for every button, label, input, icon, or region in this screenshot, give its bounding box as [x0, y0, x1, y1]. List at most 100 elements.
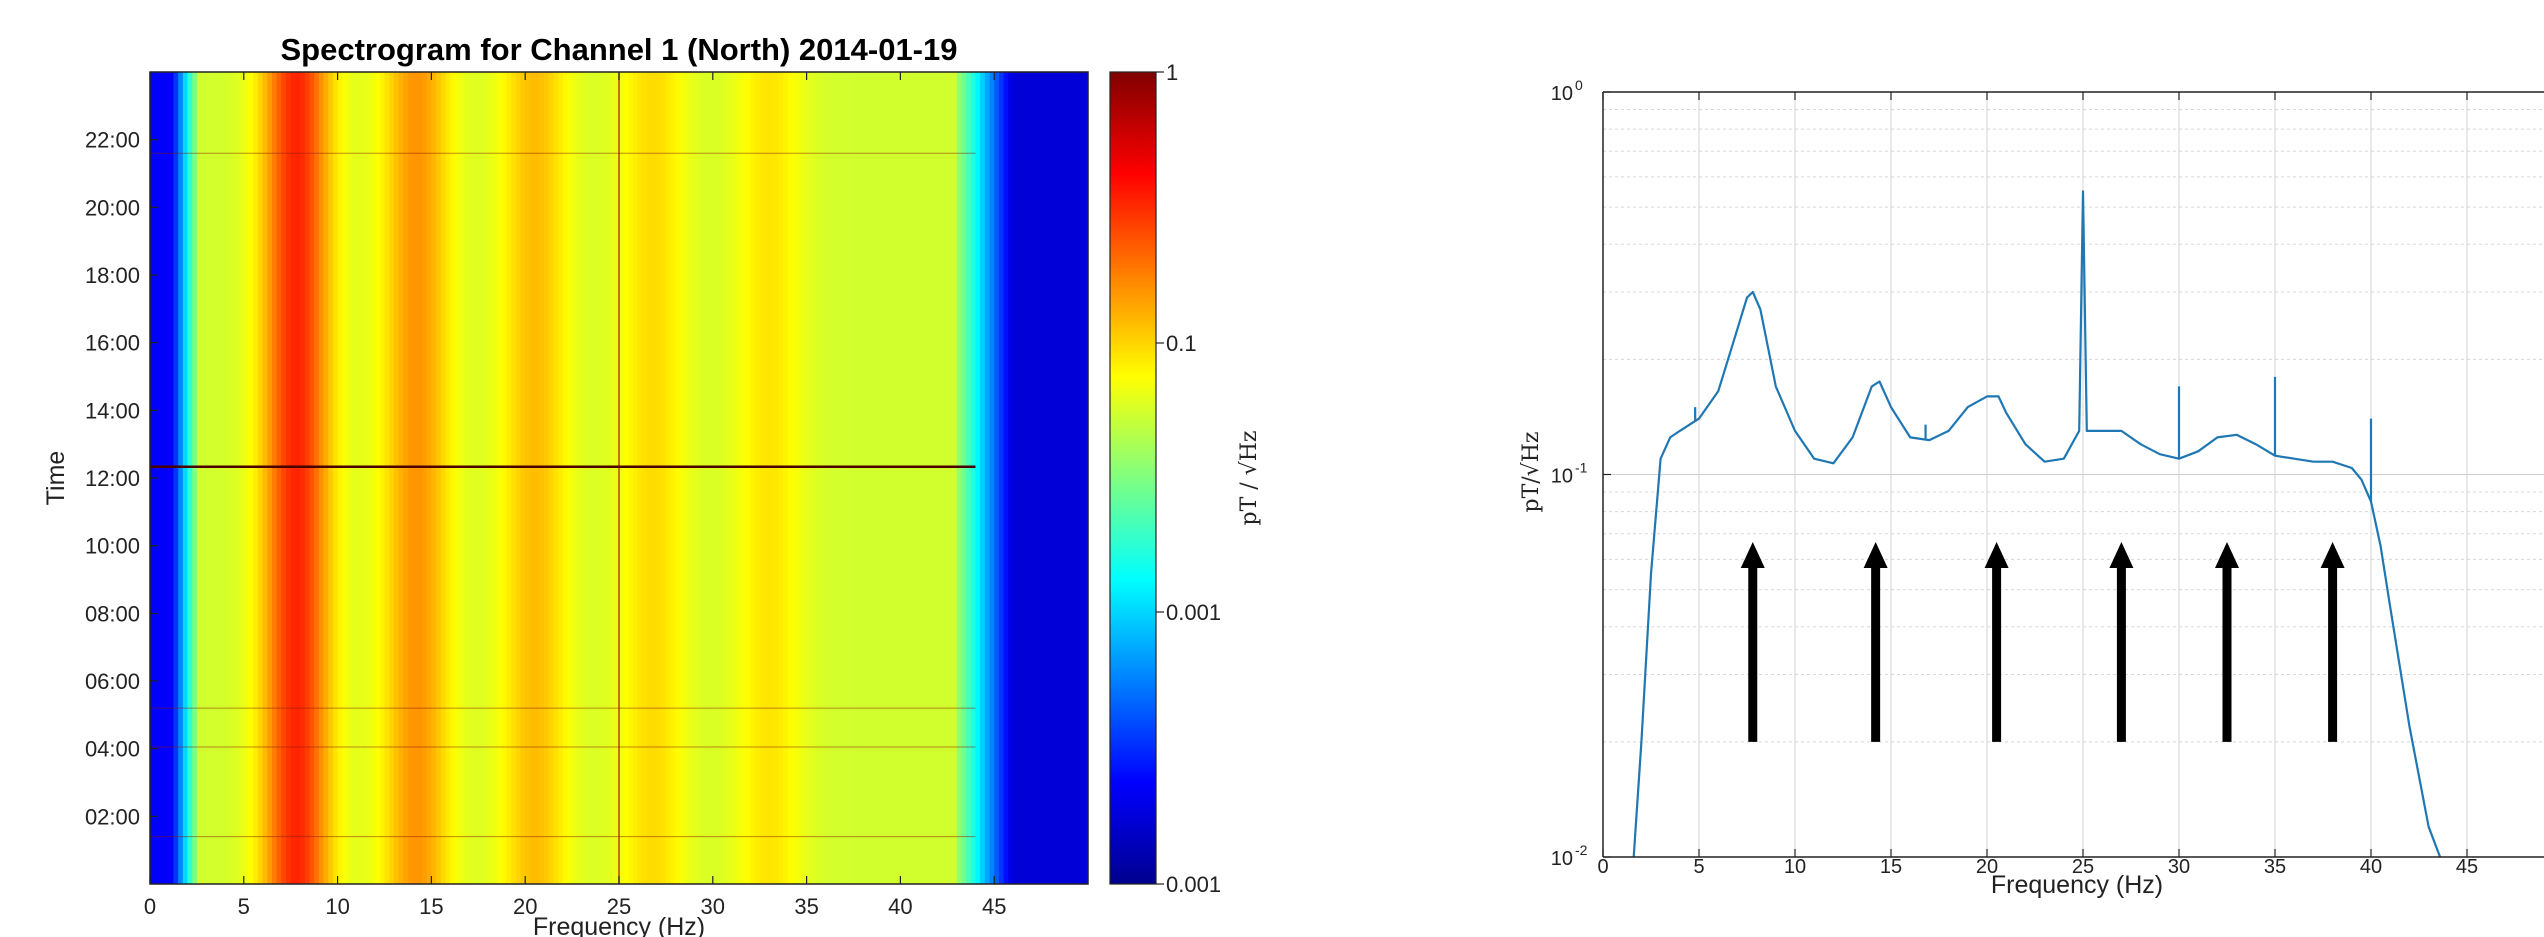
spectrogram-x-tick-label: 35	[794, 894, 818, 919]
spectrogram-column	[393, 72, 400, 884]
spectrogram-column	[820, 72, 826, 884]
spectrogram-column	[764, 72, 770, 884]
spectrogram-column	[412, 72, 418, 884]
spectrogram-column	[351, 72, 357, 884]
spectrogram-column	[187, 72, 193, 884]
spectrogram-column	[286, 72, 292, 884]
spectrogram-column	[389, 72, 395, 884]
spectrogram-column	[755, 72, 761, 884]
spectrogram-column	[609, 72, 615, 884]
psd-arrow-head	[1863, 542, 1888, 569]
psd-y-tick-exponent: 0	[1575, 77, 1583, 93]
spectrogram-column	[740, 72, 747, 884]
spectrogram-column	[361, 72, 367, 884]
spectrogram-x-tick-label: 40	[888, 894, 912, 919]
spectrogram-column	[778, 72, 784, 884]
psd-arrows	[1740, 542, 2345, 742]
spectrogram-x-tick-label: 5	[238, 894, 250, 919]
spectrogram-y-tick-label: 20:00	[85, 195, 140, 220]
spectrogram-column	[304, 72, 311, 884]
spectrogram-column	[806, 72, 812, 884]
spectrogram-x-tick-label: 15	[419, 894, 443, 919]
spectrogram-column	[487, 72, 493, 884]
spectrogram-column	[619, 72, 625, 884]
spectrogram-column	[933, 72, 939, 884]
spectrogram-column	[248, 72, 254, 884]
spectrogram-column	[1064, 72, 1070, 884]
spectrogram-column	[750, 72, 756, 884]
spectrogram-column	[698, 72, 705, 884]
psd-x-tick-label: 30	[2168, 856, 2190, 878]
spectrogram-column	[450, 72, 456, 884]
spectrogram-column	[529, 72, 536, 884]
psd-x-tick-label: 45	[2456, 856, 2478, 878]
psd-line	[1632, 190, 2442, 857]
spectrogram-column	[501, 72, 508, 884]
spectrogram-column	[562, 72, 569, 884]
spectrogram-column	[595, 72, 601, 884]
spectrogram-column	[1069, 72, 1075, 884]
psd-arrow-head	[1984, 542, 2009, 569]
spectrogram-column	[201, 72, 207, 884]
spectrogram-column	[642, 72, 648, 884]
spectrogram-column	[759, 72, 765, 884]
psd-plot-area	[1632, 190, 2442, 857]
spectrogram-column	[468, 72, 475, 884]
spectrogram-column	[539, 72, 545, 884]
spectrogram-column	[454, 72, 461, 884]
spectrogram-y-ticks: 02:00 04:00 06:00 08:00 10:00 12:00 14:00 16:00…	[85, 128, 158, 829]
psd-arrow-head	[1740, 542, 1765, 569]
colorbar-tick-label: 0.001	[1166, 600, 1221, 625]
spectrogram-column	[675, 72, 681, 884]
spectrogram-column	[956, 72, 962, 884]
colorbar-tick-label: 0.1	[1166, 331, 1197, 356]
spectrogram-column	[365, 72, 372, 884]
spectrogram-column	[520, 72, 526, 884]
psd-y-tick-base: 10	[1551, 848, 1573, 870]
psd-arrow-head	[2215, 542, 2239, 569]
spectrogram-column	[558, 72, 564, 884]
spectrogram-y-tick-label: 18:00	[85, 263, 140, 288]
spectrogram-column	[403, 72, 409, 884]
spectrogram-column	[633, 72, 639, 884]
spectrogram-column	[881, 72, 887, 884]
spectrogram-column	[459, 72, 465, 884]
spectrogram-column	[867, 72, 873, 884]
psd-y-tick-base: 10	[1551, 83, 1573, 105]
spectrogram-column	[980, 72, 986, 884]
spectrogram-column	[853, 72, 859, 884]
spectrogram-column	[815, 72, 822, 884]
spectrogram-column	[994, 72, 1000, 884]
psd-x-tick-label: 40	[2360, 856, 2382, 878]
spectrogram-column	[1041, 72, 1047, 884]
spectrogram-column	[647, 72, 653, 884]
spectrogram-column	[220, 72, 226, 884]
spectrogram-y-tick-label: 02:00	[85, 804, 140, 829]
psd-y-label: pT/√Hz	[1519, 432, 1544, 513]
spectrogram-column	[839, 72, 845, 884]
spectrogram-column	[656, 72, 662, 884]
spectrogram-column	[1012, 72, 1019, 884]
spectrogram-column	[1078, 72, 1084, 884]
spectrogram-column	[830, 72, 836, 884]
spectrogram-column	[234, 72, 240, 884]
spectrogram-column	[267, 72, 273, 884]
spectrogram-column	[998, 72, 1005, 884]
psd-x-tick-label: 20	[1976, 856, 1998, 878]
spectrogram-artifacts	[150, 72, 976, 884]
spectrogram-column	[891, 72, 897, 884]
spectrogram-column	[1022, 72, 1028, 884]
spectrogram-column	[178, 72, 184, 884]
spectrogram-column	[548, 72, 554, 884]
spectrogram-column	[1083, 72, 1088, 884]
spectrogram-column	[1073, 72, 1080, 884]
spectrogram-column	[665, 72, 672, 884]
spectrogram-column	[811, 72, 817, 884]
spectrogram-column	[318, 72, 325, 884]
spectrogram-column	[848, 72, 855, 884]
spectrogram-column	[951, 72, 958, 884]
psd-arrow-head	[2320, 542, 2345, 569]
